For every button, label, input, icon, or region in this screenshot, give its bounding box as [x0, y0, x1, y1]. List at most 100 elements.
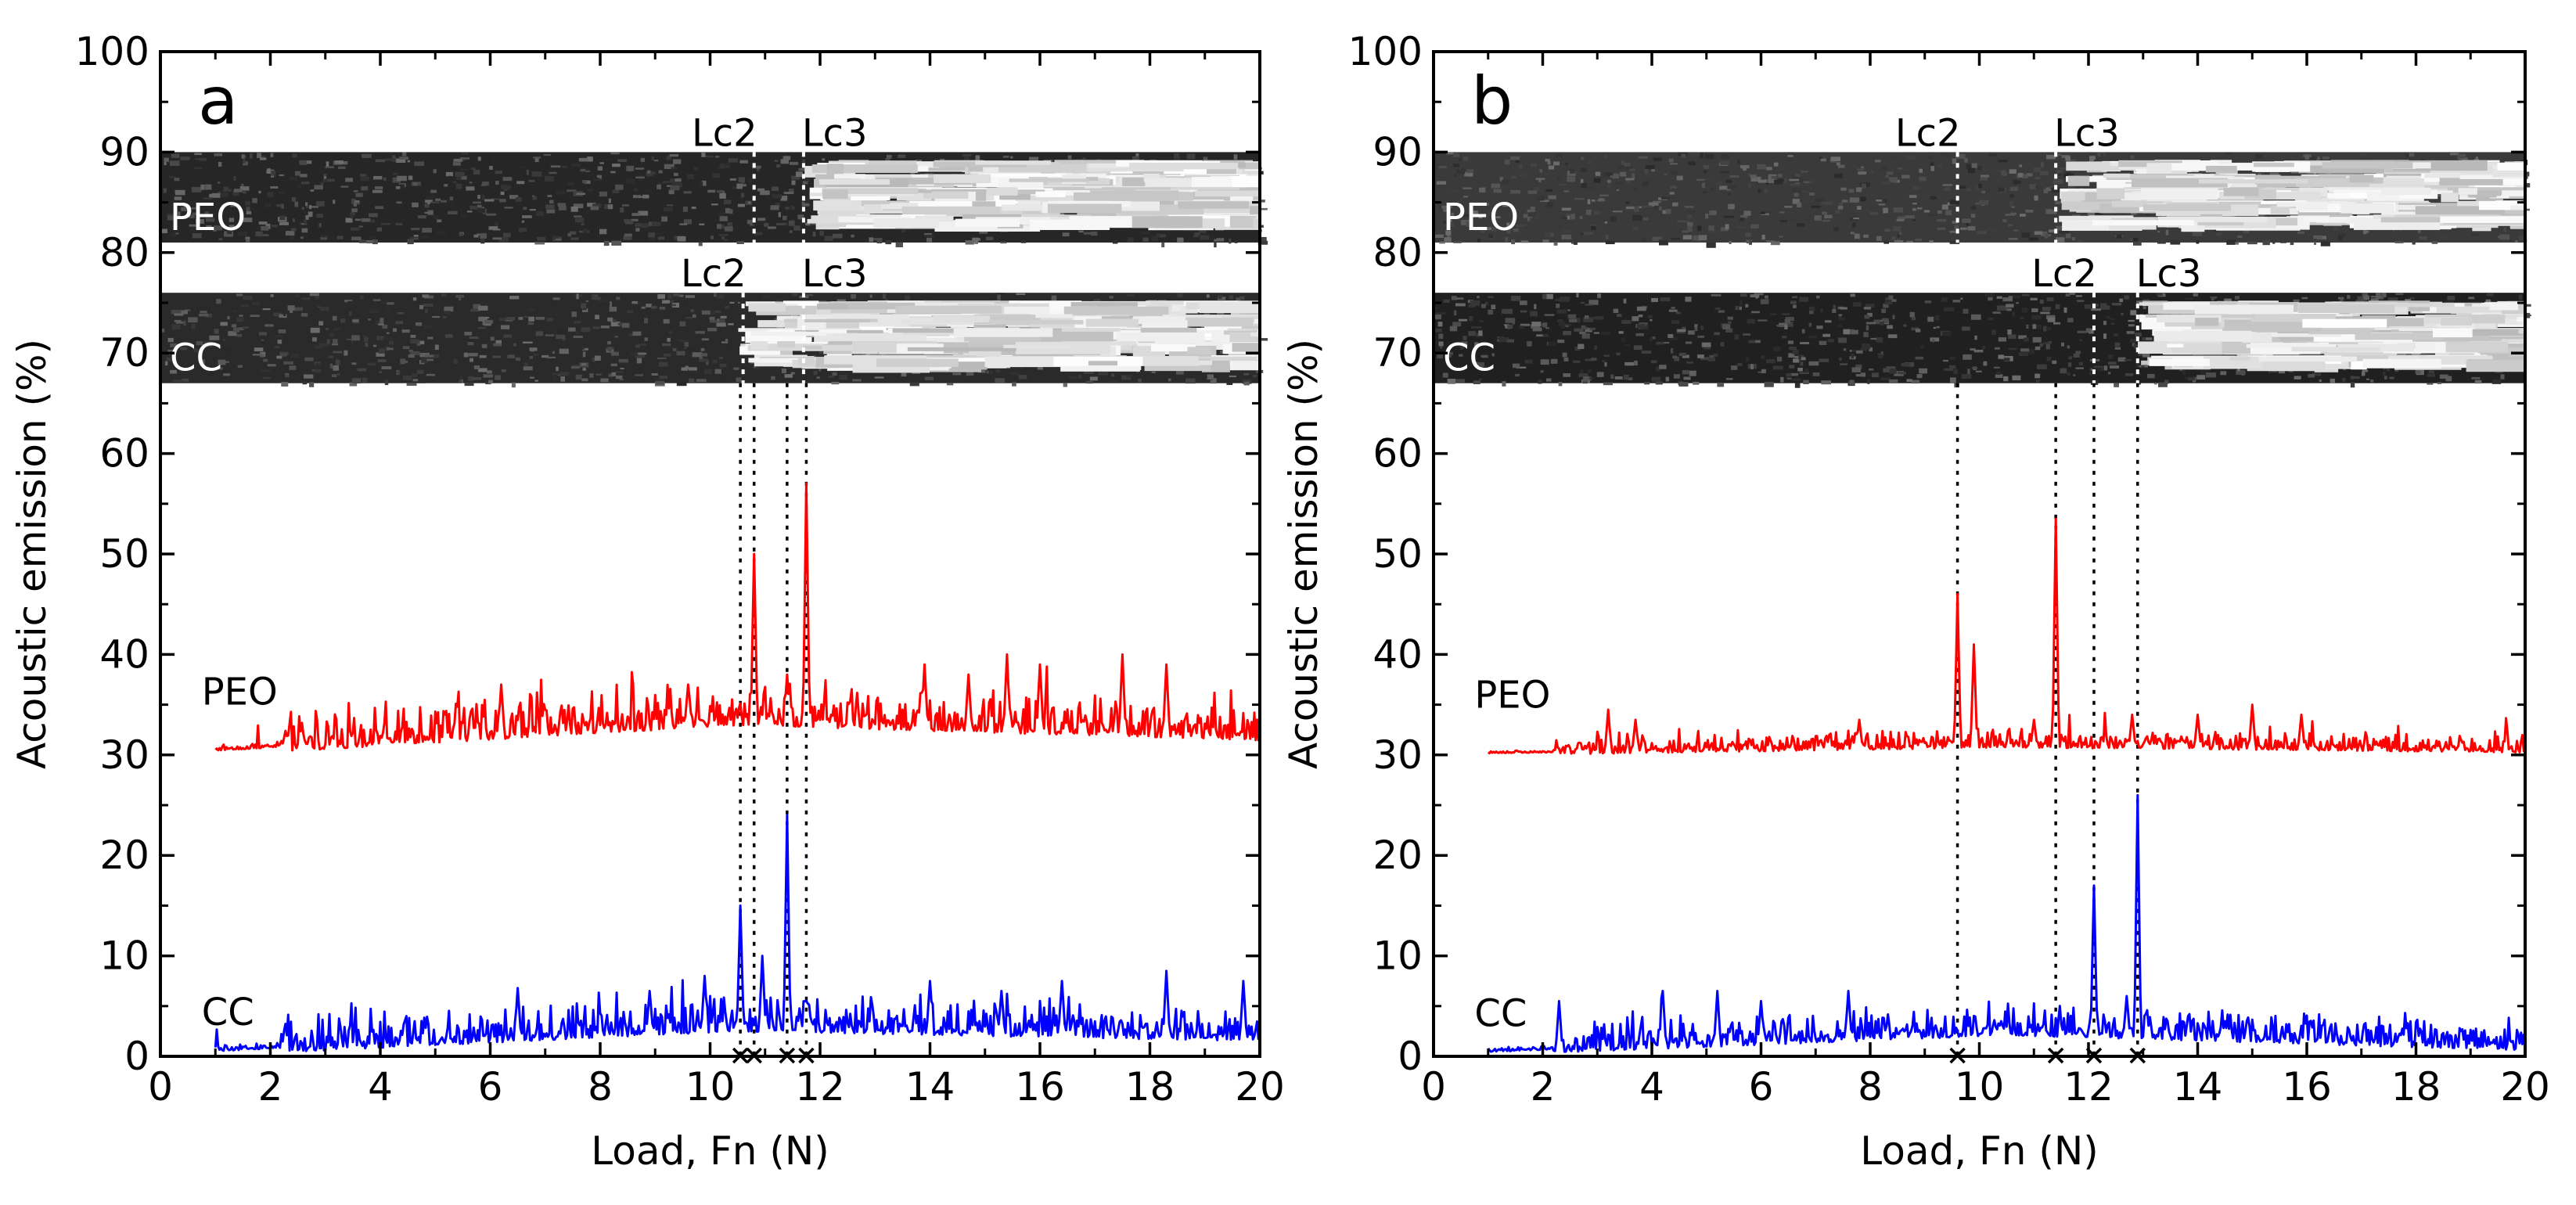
strip-texture	[1448, 220, 1452, 223]
strip-texture	[1784, 206, 1793, 208]
strip-texture	[2117, 357, 2126, 362]
strip-texture	[1953, 369, 1958, 375]
strip-texture	[1538, 179, 1542, 182]
strip-texture	[559, 348, 569, 354]
strip-texture	[1701, 182, 1705, 189]
strip-texture	[1110, 380, 1118, 383]
strip-texture	[812, 231, 816, 237]
strip-texture	[490, 198, 500, 200]
strip-wear-track	[2467, 190, 2502, 196]
strip-texture	[2009, 194, 2015, 198]
strip-texture	[2027, 349, 2035, 354]
strip-texture	[487, 370, 492, 374]
strip-texture	[1616, 313, 1622, 318]
strip-texture	[506, 317, 516, 321]
strip-texture	[658, 182, 666, 185]
strip-texture	[1703, 347, 1711, 350]
strip-texture	[1903, 324, 1907, 327]
strip-texture	[460, 214, 468, 218]
strip-texture	[1636, 306, 1646, 311]
strip-texture	[1634, 360, 1638, 366]
strip-texture	[721, 224, 725, 229]
strip-texture	[252, 354, 261, 356]
strip-texture	[995, 378, 1006, 383]
strip-texture	[189, 226, 197, 232]
strip-texture	[233, 189, 243, 192]
strip-texture	[1934, 315, 1940, 321]
strip-texture	[1473, 362, 1478, 365]
strip-wear-track	[876, 358, 959, 367]
strip-texture	[599, 191, 607, 197]
strip-texture	[1729, 240, 1732, 245]
strip-texture	[664, 164, 675, 170]
strip-texture	[1453, 164, 1460, 167]
strip-texture	[1214, 238, 1225, 242]
strip-texture	[1487, 210, 1497, 216]
strip-texture	[624, 344, 631, 348]
strip-texture	[1787, 340, 1794, 344]
strip-texture	[1558, 183, 1567, 186]
strip-texture	[1681, 153, 1686, 158]
strip-texture	[1942, 331, 1952, 336]
strip-texture	[2103, 321, 2107, 326]
strip-texture	[326, 339, 330, 344]
strip-texture	[791, 175, 801, 180]
strip-texture	[473, 304, 481, 309]
strip-texture	[1674, 356, 1680, 362]
strip-texture	[2008, 296, 2013, 301]
strip-texture	[1761, 235, 1765, 240]
strip-wear-track	[2270, 206, 2290, 214]
strip-texture	[513, 343, 516, 347]
strip-texture	[1867, 379, 1870, 384]
strip-texture	[189, 304, 195, 309]
strip-texture	[778, 212, 781, 218]
strip-texture	[1721, 154, 1729, 160]
strip-texture	[616, 297, 621, 300]
strip-texture	[262, 234, 269, 236]
strip-wear-track	[1142, 320, 1188, 329]
strip-texture	[1861, 183, 1866, 189]
strip-texture	[1875, 160, 1881, 163]
strip-texture	[673, 172, 678, 176]
strip-texture	[647, 170, 651, 174]
strip-texture	[885, 157, 890, 162]
strip-texture	[2370, 296, 2379, 298]
strip-wear-track	[777, 341, 795, 348]
strip-texture	[245, 200, 250, 206]
strip-texture	[685, 348, 694, 352]
strip-texture	[800, 189, 807, 192]
strip-texture	[610, 351, 619, 356]
strip-texture	[199, 157, 207, 161]
strip-texture	[1569, 318, 1578, 322]
strip-texture	[2071, 237, 2075, 241]
strip-texture	[1761, 369, 1766, 373]
strip-texture	[1962, 326, 1970, 331]
strip-texture	[1563, 229, 1572, 233]
strip-texture	[1878, 203, 1886, 206]
strip-texture	[1567, 314, 1577, 318]
strip-texture	[1535, 178, 1545, 180]
strip-texture	[1478, 330, 1483, 336]
strip-texture	[271, 225, 278, 228]
strip-wear-track	[2457, 200, 2481, 208]
strip-texture	[1485, 301, 1488, 306]
strip-texture	[1797, 367, 1803, 372]
strip-texture	[708, 368, 711, 370]
strip-texture	[467, 340, 474, 346]
strip-texture	[1078, 374, 1082, 379]
strip-texture	[430, 201, 440, 203]
strip-texture	[695, 331, 705, 334]
strip-texture	[1792, 199, 1800, 204]
strip-texture	[1443, 299, 1450, 304]
strip-texture	[728, 158, 739, 163]
strip-texture	[771, 186, 779, 191]
strip-texture	[1880, 181, 1891, 185]
strip-texture	[2045, 187, 2053, 192]
strip-texture	[1540, 370, 1544, 373]
strip-texture	[1889, 379, 1898, 383]
strip-texture	[1849, 379, 1855, 385]
strip-texture	[1725, 328, 1733, 333]
strip-texture	[598, 299, 606, 303]
strip-texture	[1800, 342, 1810, 344]
strip-texture	[2048, 340, 2052, 344]
